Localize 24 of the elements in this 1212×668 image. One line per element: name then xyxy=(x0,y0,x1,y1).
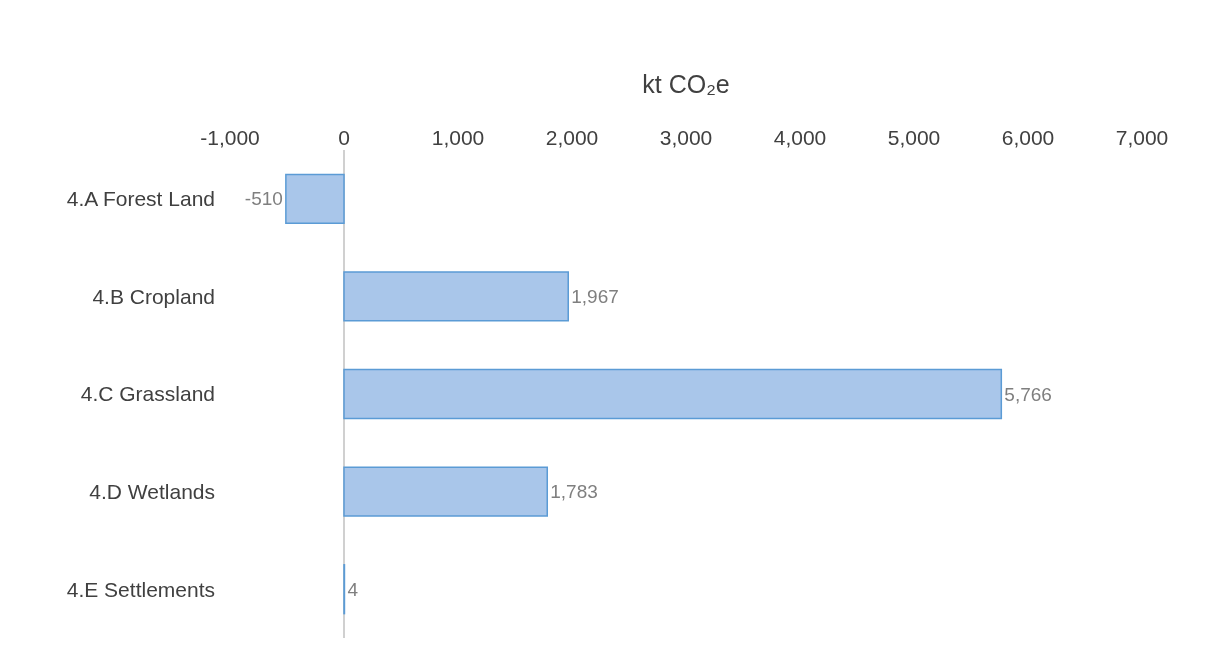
y-tick-label: 4.C Grassland xyxy=(80,382,215,406)
data-label: 1,783 xyxy=(550,481,598,503)
bar xyxy=(343,466,549,517)
data-label: 1,967 xyxy=(571,285,619,307)
x-axis-title: kt CO₂e xyxy=(642,69,730,98)
data-label: 5,766 xyxy=(1004,383,1052,405)
bar xyxy=(285,173,345,224)
data-label: -510 xyxy=(244,188,283,210)
x-tick-label: 6,000 xyxy=(1001,125,1055,149)
x-tick-label: 3,000 xyxy=(659,125,713,149)
y-tick-label: 4.E Settlements xyxy=(66,577,215,601)
x-tick-label: 2,000 xyxy=(545,125,599,149)
y-tick-label: 4.D Wetlands xyxy=(89,479,215,503)
x-tick-label: 5,000 xyxy=(887,125,941,149)
x-tick-label: 7,000 xyxy=(1115,125,1169,149)
data-label: 4 xyxy=(347,578,359,600)
y-tick-label: 4.B Cropland xyxy=(92,284,215,308)
y-tick-label: 4.A Forest Land xyxy=(66,187,215,211)
bar xyxy=(343,271,569,322)
x-tick-label: 4,000 xyxy=(773,125,827,149)
x-tick-label: 0 xyxy=(338,125,350,149)
x-tick-label: -1,000 xyxy=(200,125,260,149)
x-tick-label: 1,000 xyxy=(431,125,485,149)
bar xyxy=(343,368,1003,420)
